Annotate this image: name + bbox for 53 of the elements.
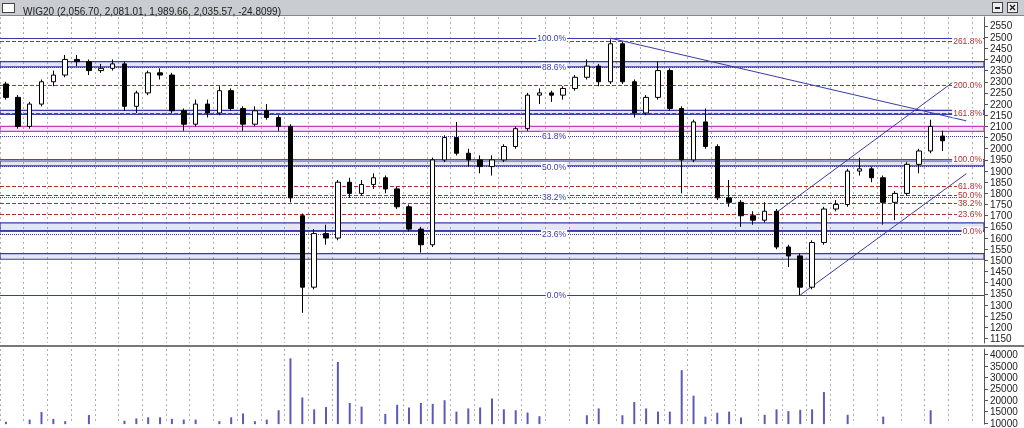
y-tick-label: 1250 [990,310,1013,322]
annotation: 0.0% [962,226,983,237]
annotation: 200.0% [953,80,983,91]
annotation: 50.0% [957,189,983,200]
y-tick-label: 2250 [990,87,1013,99]
y-tick-label: 1550 [990,243,1013,255]
y-tick-label: 1750 [990,199,1013,211]
y-tick-label: 1850 [990,176,1013,188]
y-tick-label: 1150 [990,333,1012,345]
annotation: 88.6% [542,62,567,73]
annotation: 23.6% [957,208,983,219]
y-tick-label: 1600 [990,232,1013,244]
annotation: 100.0% [537,32,567,43]
y-tick-label: 1800 [990,187,1013,199]
y-tick-label: 2350 [990,65,1013,77]
y-tick-label: 30000 [990,371,1019,383]
y-tick-label: 1700 [990,210,1013,222]
annotation: 50.0% [542,161,567,172]
y-tick-label: 2000 [990,143,1013,155]
y-tick-label: 2550 [990,20,1013,32]
annotation: 61.8% [957,181,983,192]
annotation: 100.0% [953,153,983,164]
y-tick-label: 2200 [990,98,1013,110]
y-tick-label: 1450 [990,266,1013,278]
annotation: 0.0% [546,289,567,300]
annotation: 23.6% [542,229,567,240]
annotation: 38.2% [542,191,567,202]
y-tick-label: 2300 [990,76,1013,88]
y-tick-label: 2150 [990,109,1013,121]
annotation: 161.8% [953,108,983,119]
y-tick-label: 25000 [990,383,1019,395]
y-tick-label: 2400 [990,53,1013,65]
y-tick-label: 1400 [990,277,1013,289]
y-tick-label: 2100 [990,120,1013,132]
y-tick-label: 15000 [990,406,1019,418]
annotation: 61.8% [542,131,567,142]
annotation: 261.8% [953,36,983,47]
y-tick-label: 1950 [990,154,1013,166]
y-tick-label: 2050 [990,132,1013,144]
y-tick-label: 40000 [990,349,1019,361]
y-tick-label: 1300 [990,299,1013,311]
y-tick-label: 20000 [990,394,1019,406]
chart-title: WIG20 (2,056.70, 2,081.01, 1,989.66, 2,035.57, -24.8099) [23,5,281,17]
y-tick-label: 10000 [990,417,1019,428]
y-tick-label: 1200 [990,321,1013,333]
y-tick-label: 2500 [990,31,1013,43]
y-tick-label: 35000 [990,360,1019,372]
y-tick-label: 2450 [990,42,1013,54]
annotation: 38.2% [957,198,983,209]
y-tick-label: 1900 [990,165,1013,177]
y-tick-label: 1500 [990,254,1013,266]
y-tick-label: 1350 [990,288,1013,300]
y-tick-label: 1650 [990,221,1013,233]
